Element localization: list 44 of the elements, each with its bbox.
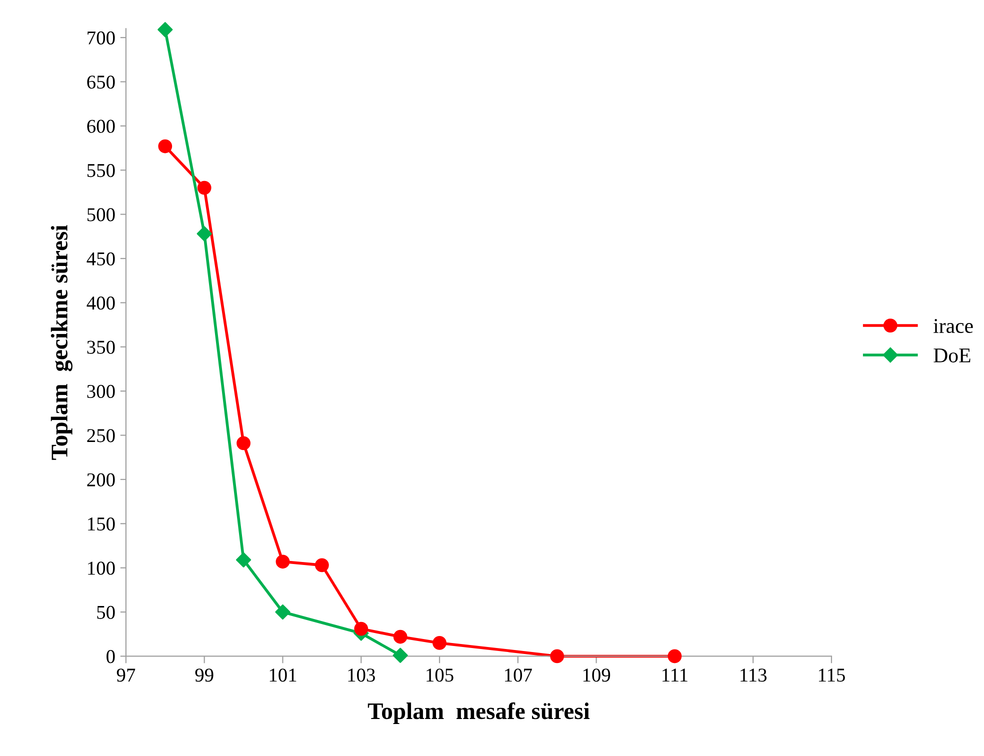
y-tick-label: 250	[87, 429, 115, 442]
point	[393, 630, 408, 644]
y-tick-label: 150	[88, 517, 115, 531]
point	[668, 649, 682, 664]
x-tick-label: 97	[116, 668, 136, 682]
x-tick-label: 107	[505, 668, 532, 682]
x-tick-label: 101	[270, 668, 296, 682]
point	[392, 648, 408, 663]
x-tick-label: 99	[195, 668, 214, 682]
y-axis-title: Toplam gecikme süresi	[50, 225, 72, 460]
y-tick-label: 700	[88, 31, 115, 45]
point	[354, 622, 368, 636]
point	[276, 554, 290, 569]
y-tick-label: 350	[87, 340, 115, 354]
y-tick-label: 0	[106, 650, 115, 664]
y-tick-label: 600	[87, 120, 115, 133]
point	[196, 226, 212, 242]
point	[314, 558, 329, 572]
y-tick-label: 100	[88, 562, 115, 575]
point	[432, 636, 446, 650]
x-tick-label: 111	[662, 668, 688, 682]
y-tick-label: 650	[87, 76, 115, 89]
y-tick-label: 300	[87, 384, 115, 398]
y-tick-label: 50	[97, 606, 115, 619]
y-tick-label: 500	[88, 208, 115, 222]
y-tick-label: 550	[88, 164, 115, 178]
legend-label: irace	[934, 319, 973, 334]
legend-label: DoE	[934, 348, 970, 362]
x-tick-label: 115	[818, 668, 845, 682]
point	[275, 604, 290, 620]
x-tick-label: 113	[740, 668, 767, 682]
point	[197, 180, 212, 195]
x-tick-label: 109	[583, 668, 610, 682]
point	[550, 649, 564, 664]
point	[158, 139, 172, 154]
x-tick-label: 103	[348, 668, 375, 682]
y-tick-label: 450	[86, 252, 115, 266]
point	[236, 436, 250, 450]
point	[158, 22, 173, 38]
y-tick-label: 200	[87, 473, 115, 486]
x-tick-label: 105	[426, 668, 454, 682]
y-tick-label: 400	[86, 296, 115, 310]
x-axis-title: Toplam mesafe süresi	[368, 702, 590, 724]
point	[236, 552, 252, 568]
